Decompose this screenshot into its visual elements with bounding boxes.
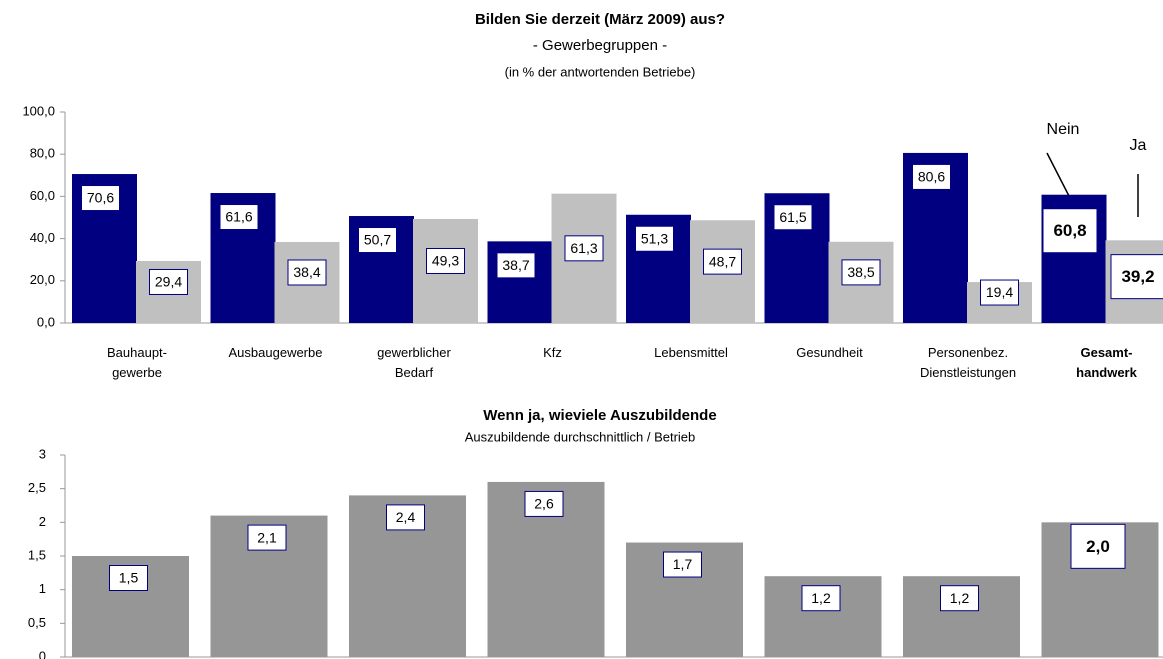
x-tick-label: Personenbez. Dienstleistungen (919, 345, 1017, 380)
value-label: 2,1 (257, 529, 277, 545)
value-label-box (386, 504, 425, 531)
y-tick-label: 2 (39, 514, 46, 529)
value-label-box (149, 268, 188, 295)
value-label: 2,6 (534, 496, 554, 512)
value-label-box (703, 248, 742, 275)
value-label: 61,6 (225, 209, 252, 225)
value-label-box (801, 585, 841, 612)
y-tick-label: 3 (39, 446, 46, 461)
value-label-box (358, 227, 397, 254)
value-label-box (940, 585, 979, 612)
legend-label: Ja (1130, 137, 1147, 154)
chart-note: (in % der antwortenden Betriebe) (505, 64, 696, 79)
value-label-box (496, 252, 536, 279)
x-tick-label: Ausbaugewerbe (228, 345, 323, 360)
value-label: 1,5 (119, 570, 139, 586)
value-label: 29,4 (155, 274, 182, 290)
y-tick-label: 60,0 (30, 188, 55, 203)
value-label-box (841, 259, 881, 286)
y-tick-label: 0 (39, 648, 46, 659)
y-tick-label: 1,5 (28, 547, 46, 562)
value-label: 38,7 (502, 257, 529, 273)
x-tick-label: Gesundheit (796, 345, 863, 360)
chart-subtitle: Auszubildende durchschnittlich / Betrieb (465, 429, 696, 444)
value-label-box (1042, 208, 1098, 254)
value-label: 1,2 (811, 590, 831, 606)
value-label-box (426, 247, 465, 274)
chart-title: Wenn ja, wieviele Auszubildende (483, 407, 716, 424)
x-tick-label: Bauhaupt- gewerbe (107, 345, 167, 380)
value-label-box (81, 185, 120, 212)
y-tick-label: 2,5 (28, 480, 46, 495)
value-label-box (663, 551, 702, 578)
value-label: 51,3 (641, 230, 668, 246)
x-tick-label: Lebensmittel (654, 345, 728, 360)
value-label-box (564, 235, 604, 262)
chart-title: Bilden Sie derzeit (März 2009) aus? (475, 11, 725, 28)
value-label-box (635, 225, 674, 252)
value-label-box (524, 490, 564, 517)
value-label: 70,6 (87, 190, 114, 206)
value-label: 19,4 (986, 284, 1013, 300)
value-label: 61,5 (779, 209, 806, 225)
value-label-box (287, 259, 327, 286)
y-tick-label: 0,0 (37, 314, 55, 329)
x-tick-label: Gesamt- handwerk (1076, 345, 1137, 380)
value-label: 2,0 (1086, 537, 1110, 556)
value-label: 80,6 (918, 169, 945, 185)
value-label: 1,7 (673, 556, 693, 572)
value-label-box (219, 204, 259, 231)
value-label: 60,8 (1053, 221, 1086, 240)
value-label: 2,4 (396, 509, 416, 525)
value-label: 49,3 (432, 253, 459, 269)
x-tick-label: Kfz (543, 345, 562, 360)
annotation-arrow (1046, 152, 1071, 199)
value-label-box (109, 565, 148, 591)
value-label: 38,4 (293, 264, 320, 280)
value-label: 39,2 (1121, 267, 1154, 286)
value-label-box (912, 163, 951, 190)
value-label-box (773, 204, 813, 231)
value-label: 48,7 (709, 253, 736, 269)
x-tick-label: gewerblicher Bedarf (377, 345, 451, 380)
y-tick-label: 40,0 (30, 230, 55, 245)
value-label-box (1110, 254, 1163, 300)
value-label: 1,2 (950, 590, 970, 606)
y-tick-label: 100,0 (22, 103, 55, 118)
value-label: 50,7 (364, 232, 391, 248)
value-label-box (1070, 523, 1126, 569)
y-tick-label: 0,5 (28, 615, 46, 630)
chart-subtitle: - Gewerbegruppen - (533, 37, 667, 54)
y-tick-label: 1 (39, 581, 46, 596)
y-tick-label: 80,0 (30, 146, 55, 161)
value-label: 38,5 (847, 264, 874, 280)
value-label-box (247, 524, 287, 551)
value-label-box (980, 279, 1019, 306)
value-label: 61,3 (570, 240, 597, 256)
legend-label: Nein (1047, 121, 1080, 138)
y-tick-label: 20,0 (30, 272, 55, 287)
